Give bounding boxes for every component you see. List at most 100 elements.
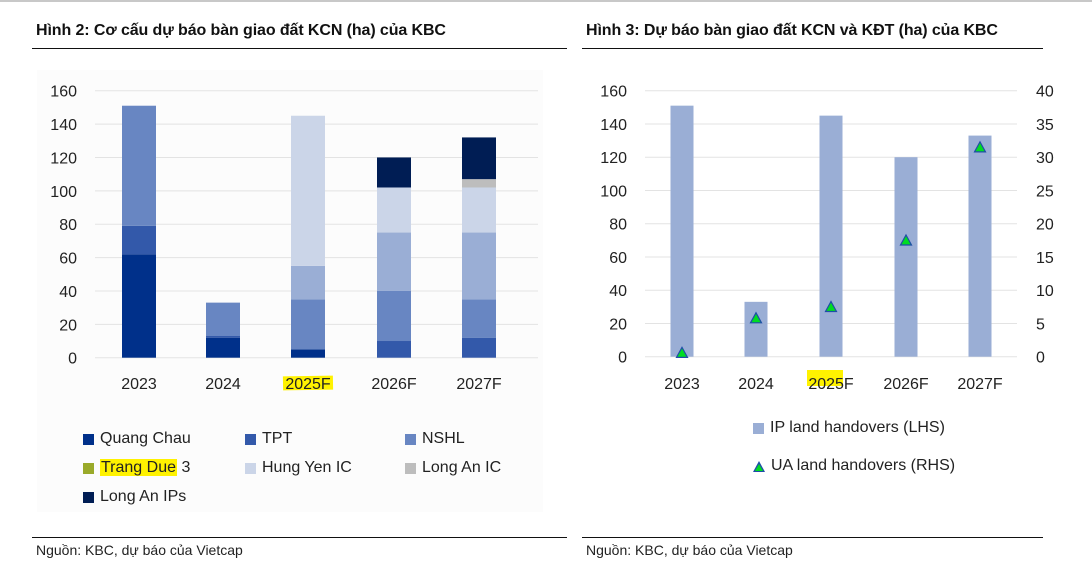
y2-tick-label: 25 xyxy=(1036,183,1054,200)
y-tick-label: 120 xyxy=(600,150,627,167)
y-tick-label: 100 xyxy=(50,184,77,201)
right-source-note: Nguồn: KBC, dự báo của Vietcap xyxy=(586,542,793,558)
legend-label: Trang Due 3 xyxy=(100,459,191,476)
bar-segment-trang-due-3 xyxy=(462,232,496,300)
x-tick-label: 2023 xyxy=(664,376,700,393)
x-tick-label: 2026F xyxy=(371,376,417,393)
bar-segment-hung-yen-ic xyxy=(291,115,325,266)
legend-label: Hung Yen IC xyxy=(262,459,352,476)
bar-segment-nshl xyxy=(206,302,240,337)
bar-segment-trang-due-3 xyxy=(377,232,411,291)
bar-segment-nshl xyxy=(122,105,156,226)
ip-land-bar xyxy=(968,135,992,357)
legend-label: TPT xyxy=(262,430,293,447)
legend-item: Long An IPs xyxy=(83,488,186,506)
left-figure-title: Hình 2: Cơ cấu dự báo bàn giao đất KCN (… xyxy=(36,22,446,39)
x-tick-label: 2024 xyxy=(738,376,774,393)
x-tick-label: 2026F xyxy=(883,376,929,393)
bar-segment-tpt xyxy=(206,336,240,338)
legend-swatch xyxy=(753,422,764,434)
x-tick-label: 2024 xyxy=(205,376,241,393)
bar-segment-long-an-ic xyxy=(462,179,496,188)
legend-item: Quang Chau xyxy=(83,430,191,448)
legend-label: Long An IPs xyxy=(100,488,187,505)
legend-swatch xyxy=(245,433,256,445)
bar-segment-long-an-ips xyxy=(377,157,411,188)
y-tick-label: 0 xyxy=(618,350,627,367)
bar-segment-hung-yen-ic xyxy=(462,187,496,233)
legend-item: IP land handovers (LHS) xyxy=(753,419,945,437)
legend-label: UA land handovers (RHS) xyxy=(771,457,956,474)
x-tick-label: 2023 xyxy=(121,376,157,393)
y2-tick-label: 0 xyxy=(1036,350,1045,367)
y-tick-label: 20 xyxy=(59,317,77,334)
bar-segment-hung-yen-ic xyxy=(377,187,411,233)
y-tick-label: 80 xyxy=(609,217,627,234)
legend-swatch xyxy=(83,462,94,474)
legend-item: NSHL xyxy=(405,430,465,448)
ip-land-bar xyxy=(670,105,694,357)
y2-tick-label: 30 xyxy=(1036,150,1054,167)
right-source-rule xyxy=(582,537,1043,538)
legend-label: NSHL xyxy=(422,430,465,447)
right-figure-title: Hình 3: Dự báo bàn giao đất KCN và KĐT (… xyxy=(586,22,998,39)
ua-land-marker xyxy=(899,233,913,246)
y2-tick-label: 40 xyxy=(1036,84,1054,101)
y2-tick-label: 10 xyxy=(1036,283,1054,300)
x-tick-label: 2027F xyxy=(957,376,1003,393)
legend-label: Quang Chau xyxy=(100,430,191,447)
y-tick-label: 140 xyxy=(600,117,627,134)
legend-swatch xyxy=(405,462,416,474)
category-highlight xyxy=(282,375,334,391)
y-tick-label: 160 xyxy=(600,84,627,101)
left-source-note: Nguồn: KBC, dự báo của Vietcap xyxy=(36,542,243,558)
bar-segment-tpt xyxy=(462,337,496,358)
legend-swatch xyxy=(83,433,94,445)
legend-highlight: Trang Due xyxy=(100,459,177,476)
x-tick-label: 2025F xyxy=(285,376,331,393)
left-source-rule xyxy=(32,537,567,538)
legend-item: Trang Due 3 xyxy=(83,459,190,477)
x-tick-label: 2025F xyxy=(808,376,854,393)
y2-tick-label: 15 xyxy=(1036,250,1054,267)
x-tick-label: 2027F xyxy=(456,376,502,393)
y-tick-label: 120 xyxy=(50,150,77,167)
bar-segment-tpt xyxy=(122,225,156,255)
category-highlight xyxy=(807,370,843,386)
bar-segment-nshl xyxy=(291,299,325,350)
legend-item: Hung Yen IC xyxy=(245,459,352,477)
bar-segment-quang-chau xyxy=(122,254,156,358)
y-tick-label: 40 xyxy=(609,283,627,300)
legend-label: IP land handovers (LHS) xyxy=(770,419,945,436)
ip-land-bar xyxy=(744,301,768,357)
y-tick-label: 20 xyxy=(609,316,627,333)
y-tick-label: 140 xyxy=(50,117,77,134)
ua-land-marker xyxy=(824,300,838,313)
legend-swatch xyxy=(245,462,256,474)
legend-item: UA land handovers (RHS) xyxy=(753,457,955,475)
y-tick-label: 60 xyxy=(59,251,77,268)
y-tick-label: 0 xyxy=(68,351,77,368)
left-title-rule xyxy=(32,48,567,49)
bar-segment-quang-chau xyxy=(206,337,240,358)
ua-land-marker xyxy=(675,346,689,358)
y2-tick-label: 5 xyxy=(1036,316,1045,333)
y-tick-label: 80 xyxy=(59,217,77,234)
legend-item: Long An IC xyxy=(405,459,501,477)
y-tick-label: 160 xyxy=(50,84,77,101)
ua-land-marker xyxy=(749,311,763,324)
bar-segment-nshl xyxy=(377,290,411,342)
y-tick-label: 100 xyxy=(600,183,627,200)
legend-swatch xyxy=(405,433,416,445)
bar-segment-long-an-ips xyxy=(462,137,496,180)
legend-swatch xyxy=(83,491,94,503)
legend-item: TPT xyxy=(245,430,292,448)
bar-segment-nshl xyxy=(462,299,496,338)
bar-segment-trang-due-3 xyxy=(291,265,325,300)
y2-tick-label: 35 xyxy=(1036,117,1054,134)
bar-segment-quang-chau xyxy=(291,349,325,358)
legend-label: Long An IC xyxy=(422,459,502,476)
bar-segment-tpt xyxy=(377,341,411,358)
